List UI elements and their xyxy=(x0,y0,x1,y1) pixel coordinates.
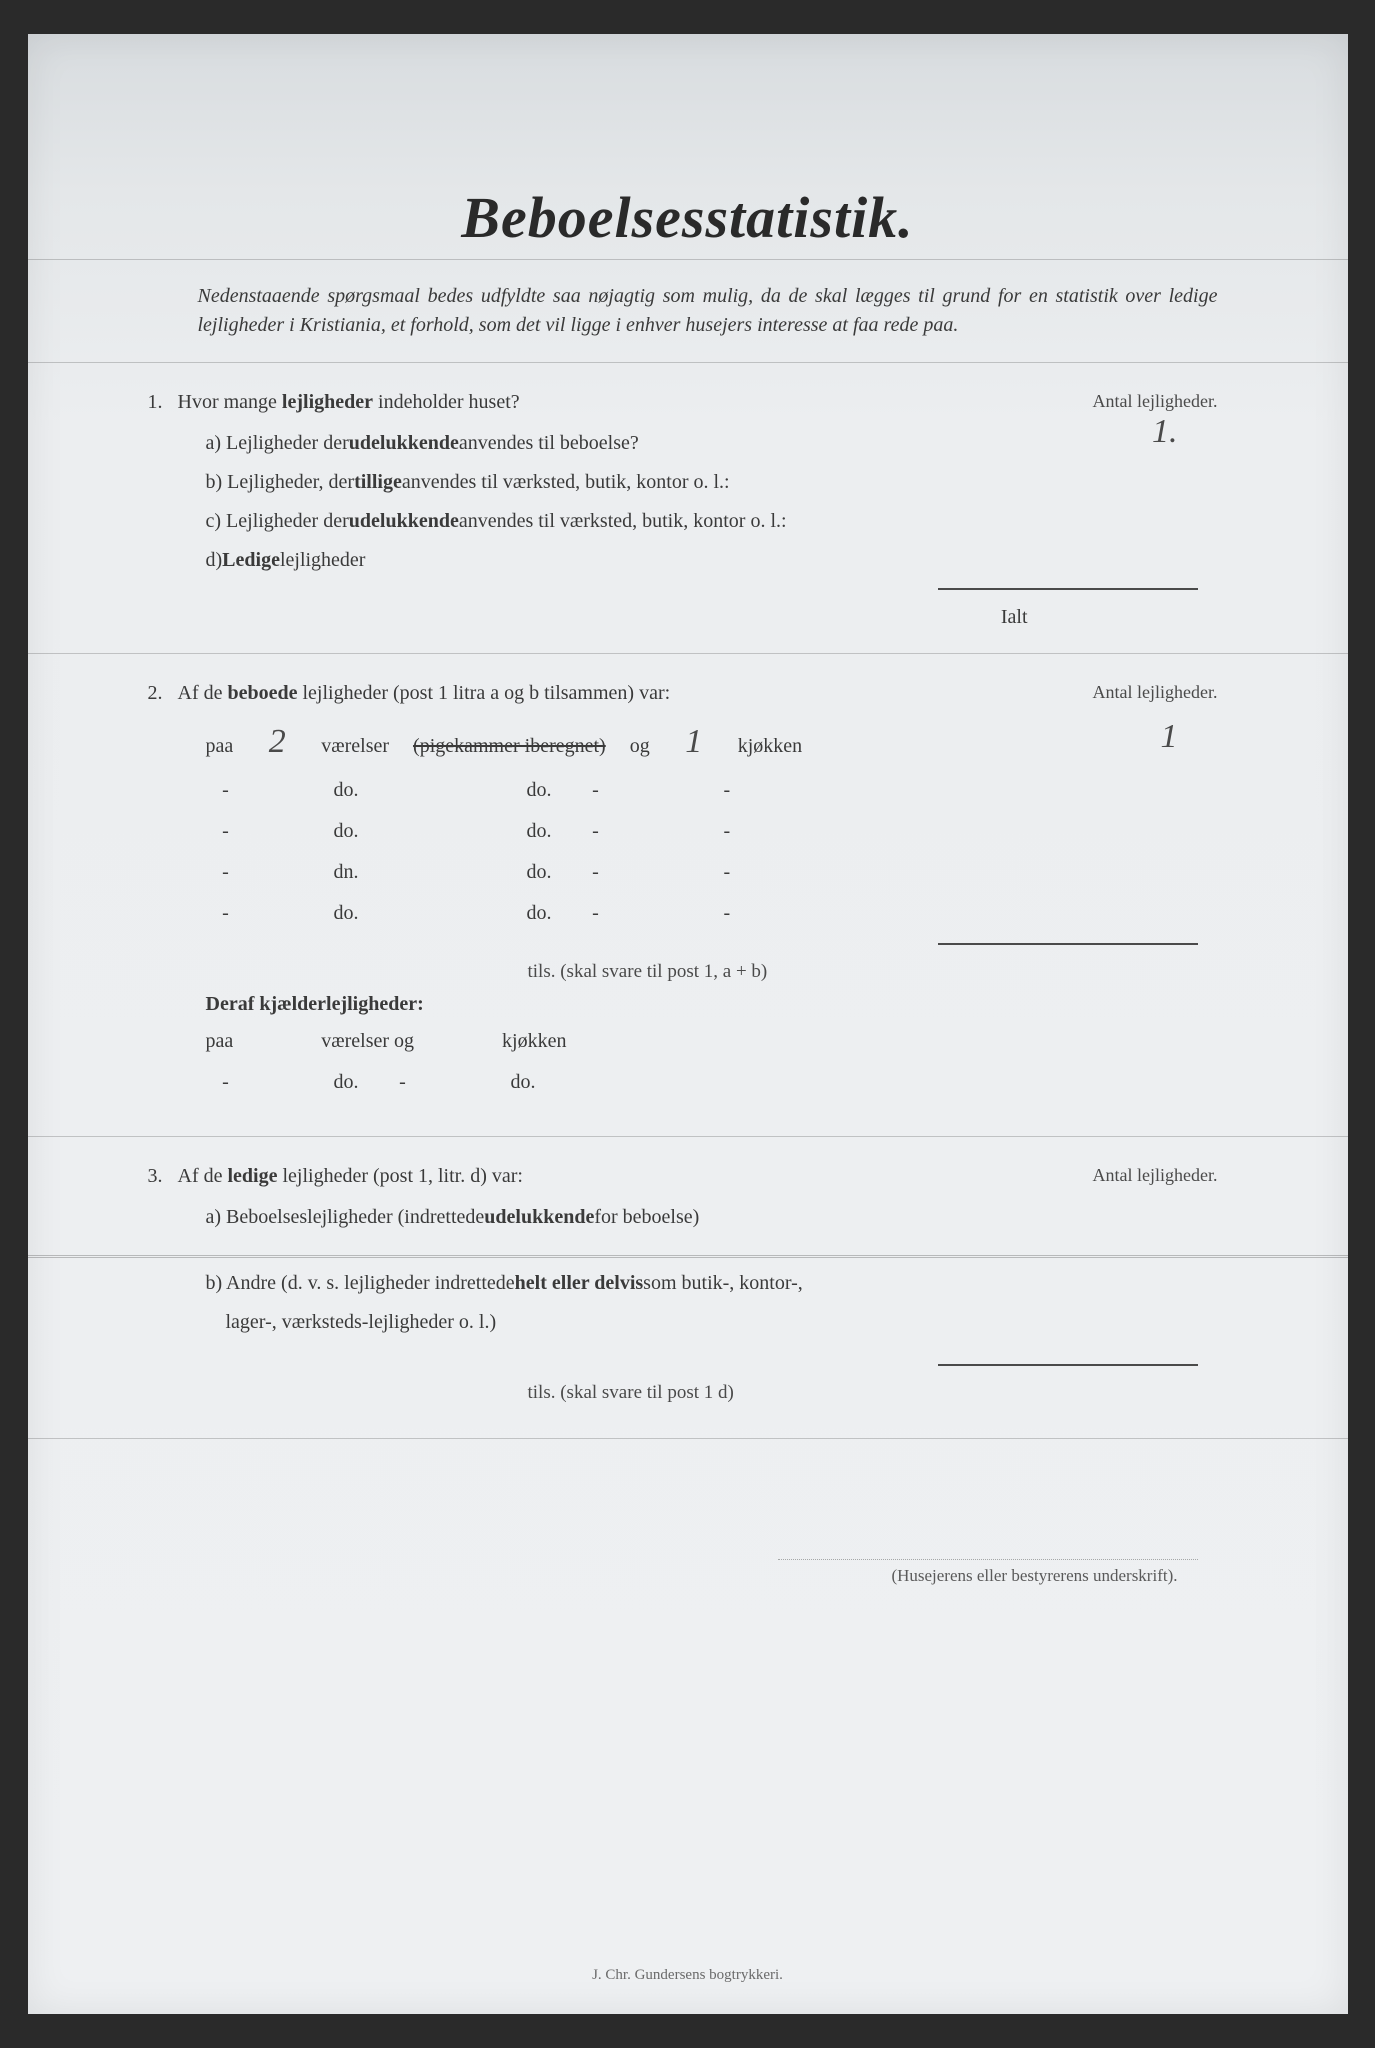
q3-a: a) Beboelseslejligheder (indrettede udel… xyxy=(206,1206,1228,1229)
sum-rule xyxy=(938,588,1198,590)
q2-row1: paa 2 værelser (pigekammer iberegnet) og… xyxy=(206,723,1228,761)
intro-paragraph: Nedenstaaende spørgsmaal bedes udfyldte … xyxy=(138,260,1238,362)
ialt-label: Ialt xyxy=(148,606,1228,629)
printer-footer: J. Chr. Gundersens bogtrykkeri. xyxy=(28,1967,1348,1984)
q3-b-line2: lager-, værksteds-lejligheder o. l.) xyxy=(226,1311,1228,1334)
struck-text: (pigekammer iberegnet) xyxy=(413,735,606,758)
q1-text: Hvor mange lejligheder indeholder huset? xyxy=(178,391,1228,414)
document-title: Beboelsesstatistik. xyxy=(138,184,1238,251)
rule xyxy=(28,1438,1348,1439)
question-2: 2. Af de beboede lejligheder (post 1 lit… xyxy=(148,682,1228,705)
column-header: Antal lejligheder. xyxy=(1093,391,1218,412)
q1-b: b) Lejligheder, der tillige anvendes til… xyxy=(206,471,1228,494)
vaerelser-value: 2 xyxy=(257,723,297,761)
section-3b: b) Andre (d. v. s. lejligheder indretted… xyxy=(138,1258,1238,1438)
q3-text: Af de ledige lejligheder (post 1, litr. … xyxy=(178,1165,1228,1188)
q2-text: Af de beboede lejligheder (post 1 litra … xyxy=(178,682,1228,705)
q2-row-do: - do. do. - - xyxy=(206,820,1228,843)
q1-a: a) Lejligheder der udelukkende anvendes … xyxy=(206,432,1228,455)
tils-note-3: tils. (skal svare til post 1 d) xyxy=(528,1382,1228,1404)
q2-row-do: - do. do. - - xyxy=(206,779,1228,802)
q2-row-dn: - dn. do. - - xyxy=(206,861,1228,884)
q2-kj-row1: paa værelser og kjøkken xyxy=(206,1030,1228,1053)
signature-area: (Husejerens eller bestyrerens underskrif… xyxy=(138,1559,1238,1586)
kjokken-value: 1 xyxy=(674,723,714,761)
section-2: Antal lejligheder. 1 2. Af de beboede le… xyxy=(138,654,1238,1136)
question-1: 1. Hvor mange lejligheder indeholder hus… xyxy=(148,391,1228,414)
section-1: Antal lejligheder. 1. Hvor mange lejligh… xyxy=(138,363,1238,653)
document-page: Beboelsesstatistik. Nedenstaaende spørgs… xyxy=(28,34,1348,2014)
deraf-heading: Deraf kjælderlejligheder: xyxy=(206,993,1228,1016)
q1-c: c) Lejligheder der udelukkende anvendes … xyxy=(206,510,1228,533)
sum-rule xyxy=(938,943,1198,945)
signature-line xyxy=(778,1559,1198,1560)
question-3: 3. Af de ledige lejligheder (post 1, lit… xyxy=(148,1165,1228,1188)
column-header: Antal lejligheder. xyxy=(1093,1165,1218,1186)
signature-label: (Husejerens eller bestyrerens underskrif… xyxy=(138,1566,1178,1586)
answer-1a: 1. xyxy=(1152,413,1178,451)
q2-row-do: - do. do. - - xyxy=(206,902,1228,925)
q2-kj-row2: - do. - do. xyxy=(206,1071,1228,1094)
q2-number: 2. xyxy=(148,682,178,705)
tils-note: tils. (skal svare til post 1, a + b) xyxy=(528,961,1228,983)
q3-number: 3. xyxy=(148,1165,178,1188)
q1-d: d) Ledige lejligheder xyxy=(206,549,1228,572)
answer-2: 1 xyxy=(1161,718,1178,756)
q3-b: b) Andre (d. v. s. lejligheder indretted… xyxy=(206,1272,1228,1295)
column-header: Antal lejligheder. xyxy=(1093,682,1218,703)
q1-number: 1. xyxy=(148,391,178,414)
section-3: Antal lejligheder. 3. Af de ledige lejli… xyxy=(138,1137,1238,1255)
sum-rule xyxy=(938,1364,1198,1366)
